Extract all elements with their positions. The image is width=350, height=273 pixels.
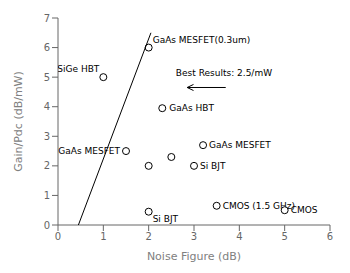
- svg-text:2: 2: [145, 231, 151, 242]
- svg-text:6: 6: [44, 42, 50, 53]
- svg-text:Noise Figure (dB): Noise Figure (dB): [147, 250, 241, 263]
- svg-text:1: 1: [44, 190, 50, 201]
- svg-text:CMOS: CMOS: [291, 205, 318, 215]
- svg-text:GaAs HBT: GaAs HBT: [169, 103, 214, 113]
- svg-text:0: 0: [44, 220, 50, 231]
- svg-text:1: 1: [100, 231, 106, 242]
- svg-text:CMOS (1.5 GHz): CMOS (1.5 GHz): [222, 200, 295, 211]
- svg-text:4: 4: [44, 101, 50, 112]
- svg-text:5: 5: [44, 72, 50, 83]
- svg-text:GaAs MESFET: GaAs MESFET: [58, 146, 120, 156]
- svg-text:Best Results: 2.5/mW: Best Results: 2.5/mW: [176, 68, 272, 78]
- svg-text:5: 5: [281, 231, 287, 242]
- svg-text:4: 4: [236, 231, 242, 242]
- svg-text:3: 3: [44, 131, 50, 142]
- svg-text:7: 7: [44, 13, 50, 24]
- svg-text:Si BJT: Si BJT: [153, 214, 179, 224]
- svg-text:6: 6: [327, 231, 333, 242]
- svg-text:0: 0: [55, 231, 61, 242]
- svg-text:GaAs MESFET: GaAs MESFET: [209, 140, 271, 150]
- svg-text:2: 2: [44, 160, 50, 171]
- svg-text:Si BJT: Si BJT: [200, 161, 226, 171]
- svg-text:SiGe HBT: SiGe HBT: [58, 64, 100, 74]
- svg-text:3: 3: [191, 231, 197, 242]
- svg-text:GaAs MESFET(0.3um): GaAs MESFET(0.3um): [153, 35, 251, 45]
- svg-text:Gain/Pdc (dB/mW): Gain/Pdc (dB/mW): [12, 71, 25, 172]
